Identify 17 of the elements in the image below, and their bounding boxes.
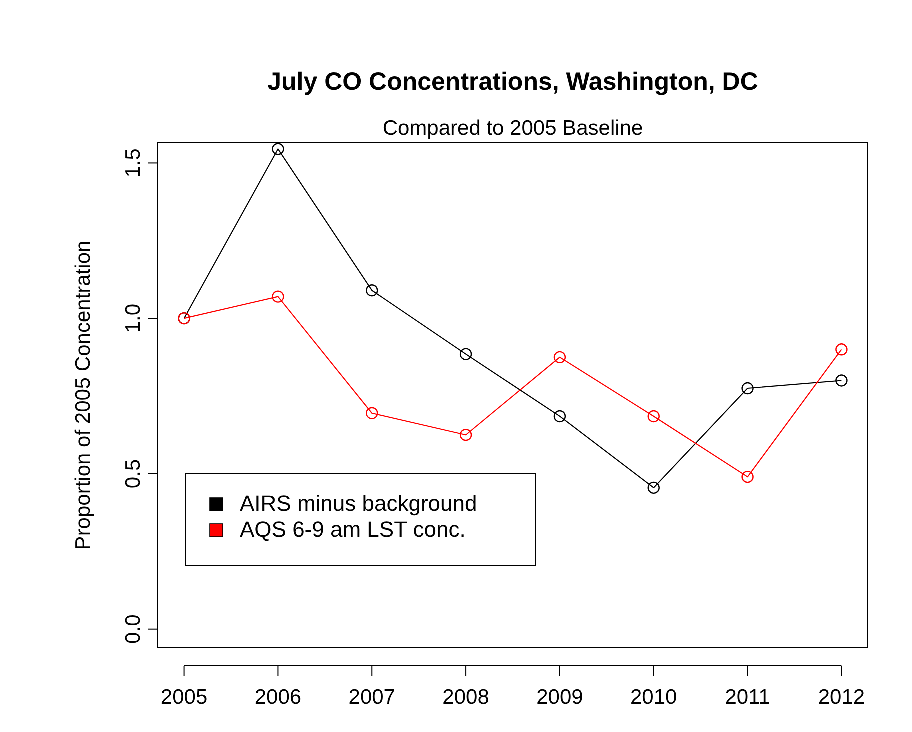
y-tick-label: 1.5 [122,148,145,178]
x-tick-label: 2008 [442,686,490,709]
x-tick-label: 2007 [348,686,396,709]
legend-label: AQS 6-9 am LST conc. [240,517,466,542]
x-tick-label: 2005 [160,686,208,709]
x-tick-label: 2011 [725,686,770,709]
x-tick-label: 2012 [818,686,866,709]
legend-label: AIRS minus background [240,491,478,516]
y-axis-title: Proportion of 2005 Concentration [72,240,95,550]
chart-subtitle: Compared to 2005 Baseline [382,117,644,140]
y-tick-label: 0.0 [122,614,145,644]
y-tick-label: 1.0 [122,304,145,334]
x-tick-label: 2009 [536,686,584,709]
chart-title: July CO Concentrations, Washington, DC [268,68,758,96]
x-tick-label: 2010 [630,686,678,709]
y-tick-label: 0.5 [122,459,145,489]
x-tick-label: 2006 [254,686,302,709]
